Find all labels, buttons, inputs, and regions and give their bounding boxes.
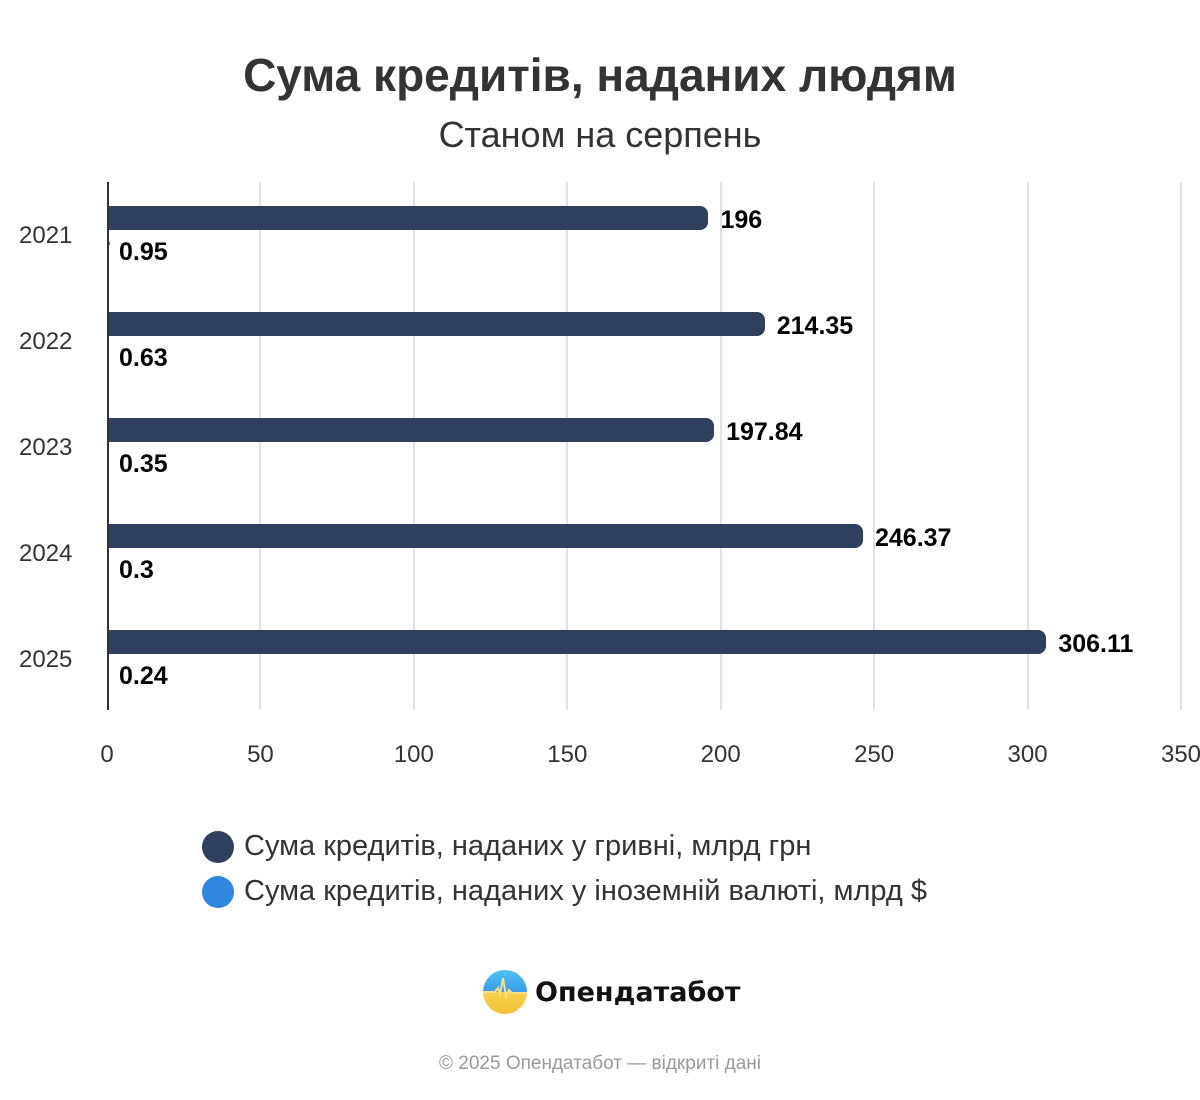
opendatabot-logo-icon bbox=[483, 970, 527, 1014]
bar-uah[interactable] bbox=[107, 206, 709, 230]
value-label-uah: 196 bbox=[720, 206, 763, 234]
bar-uah[interactable] bbox=[107, 418, 715, 442]
brand-logo: Опендатабот bbox=[483, 970, 741, 1014]
bar-uah[interactable] bbox=[107, 630, 1047, 654]
gridline bbox=[1180, 182, 1182, 710]
gridline bbox=[719, 182, 722, 710]
gridline bbox=[566, 182, 569, 710]
chart-subtitle: Станом на серпень bbox=[438, 114, 762, 155]
gridline bbox=[1026, 182, 1029, 710]
x-tick-label: 300 bbox=[1007, 741, 1048, 768]
x-tick-label: 200 bbox=[700, 741, 741, 768]
value-label-usd: 0.3 bbox=[119, 556, 154, 584]
x-tick-label: 50 bbox=[247, 741, 274, 768]
value-label-uah: 306.11 bbox=[1058, 630, 1134, 658]
legend-dot-uah-icon bbox=[202, 830, 234, 863]
value-label-usd: 0.95 bbox=[119, 238, 168, 266]
category-label: 2025 bbox=[19, 646, 73, 673]
legend-item-uah[interactable]: Сума кредитів, наданих у гривні, млрд гр… bbox=[202, 830, 811, 863]
value-label-usd: 0.63 bbox=[119, 344, 168, 372]
x-tick-label: 0 bbox=[100, 741, 114, 768]
category-label: 2021 bbox=[19, 222, 73, 249]
x-tick-label: 250 bbox=[854, 741, 895, 768]
value-label-usd: 0.24 bbox=[119, 662, 168, 690]
legend-dot-usd-icon bbox=[202, 875, 234, 908]
x-tick-label: 350 bbox=[1160, 741, 1200, 768]
legend-item-usd[interactable]: Сума кредитів, наданих у іноземній валют… bbox=[202, 875, 927, 908]
bar-uah[interactable] bbox=[107, 524, 863, 548]
plot-area bbox=[107, 182, 1182, 710]
legend-label-uah: Сума кредитів, наданих у гривні, млрд гр… bbox=[244, 830, 812, 862]
x-tick-label: 150 bbox=[547, 741, 588, 768]
value-label-uah: 214.35 bbox=[776, 312, 854, 340]
gridline bbox=[873, 182, 876, 710]
category-label: 2024 bbox=[19, 540, 73, 567]
value-label-uah: 246.37 bbox=[875, 524, 952, 552]
value-label-usd: 0.35 bbox=[119, 450, 168, 478]
gridline bbox=[259, 182, 262, 710]
x-tick-label: 100 bbox=[393, 741, 434, 768]
y-axis-line bbox=[107, 182, 109, 710]
chart-title: Сума кредитів, наданих людям bbox=[243, 49, 957, 101]
legend-label-usd: Сума кредитів, наданих у іноземній валют… bbox=[244, 875, 927, 907]
bar-uah[interactable] bbox=[107, 312, 765, 336]
category-label: 2023 bbox=[19, 434, 73, 461]
category-label: 2022 bbox=[19, 328, 73, 355]
footer-copyright: © 2025 Опендатабот — відкриті дані bbox=[439, 1053, 761, 1074]
brand-name: Опендатабот bbox=[535, 976, 741, 1008]
gridline bbox=[412, 182, 415, 710]
value-label-uah: 197.84 bbox=[726, 418, 803, 446]
